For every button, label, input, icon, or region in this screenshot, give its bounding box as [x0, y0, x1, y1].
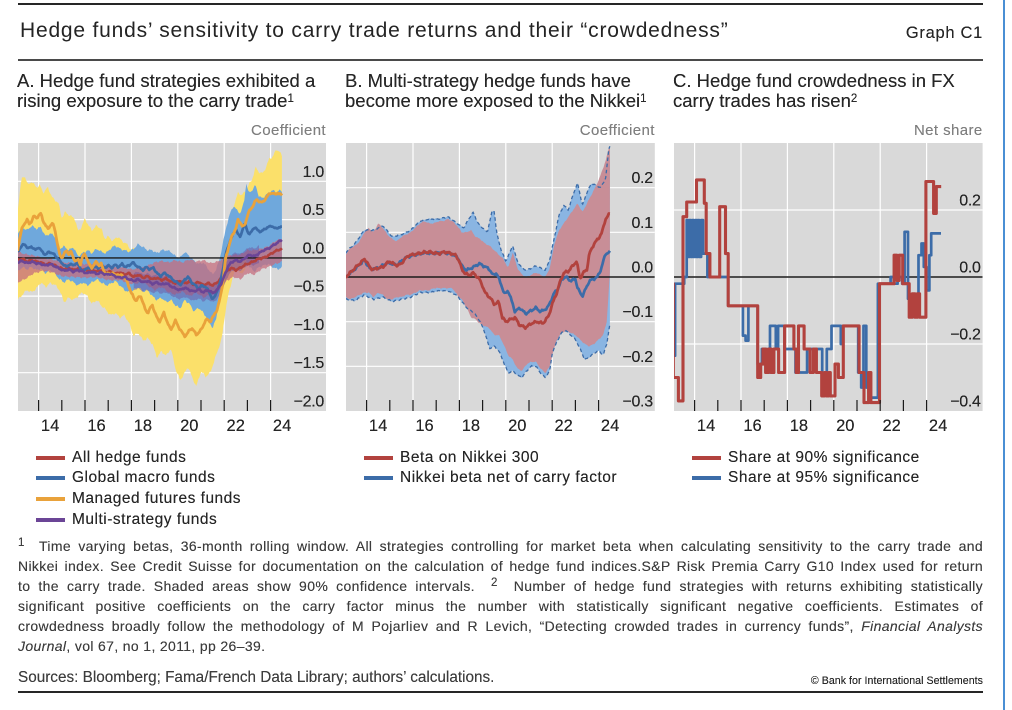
- svg-text:16: 16: [415, 417, 433, 435]
- svg-text:−0.4: −0.4: [950, 393, 981, 410]
- svg-text:−2.0: −2.0: [294, 394, 325, 411]
- svg-text:18: 18: [462, 417, 480, 435]
- svg-text:20: 20: [508, 417, 526, 435]
- svg-text:0.0: 0.0: [631, 260, 653, 277]
- svg-text:−0.5: −0.5: [294, 279, 325, 296]
- svg-text:0.2: 0.2: [631, 170, 653, 187]
- svg-text:18: 18: [790, 417, 808, 435]
- svg-text:1.0: 1.0: [303, 164, 325, 181]
- svg-text:24: 24: [929, 417, 947, 435]
- svg-text:−0.2: −0.2: [950, 326, 981, 343]
- svg-text:0.2: 0.2: [959, 193, 981, 210]
- svg-text:16: 16: [743, 417, 761, 435]
- svg-text:14: 14: [41, 417, 59, 435]
- svg-text:14: 14: [697, 417, 715, 435]
- svg-text:−0.2: −0.2: [622, 349, 653, 366]
- svg-text:0.5: 0.5: [303, 202, 325, 219]
- svg-text:20: 20: [836, 417, 854, 435]
- svg-text:−0.1: −0.1: [622, 304, 653, 321]
- svg-text:24: 24: [273, 417, 291, 435]
- svg-text:−0.3: −0.3: [622, 393, 653, 410]
- svg-text:−1.0: −1.0: [294, 317, 325, 334]
- svg-text:20: 20: [180, 417, 198, 435]
- svg-text:0.0: 0.0: [959, 260, 981, 277]
- svg-text:22: 22: [883, 417, 901, 435]
- svg-text:14: 14: [369, 417, 387, 435]
- svg-text:18: 18: [134, 417, 152, 435]
- svg-text:−1.5: −1.5: [294, 355, 325, 372]
- svg-text:0.0: 0.0: [303, 240, 325, 257]
- svg-text:24: 24: [601, 417, 619, 435]
- svg-text:22: 22: [227, 417, 245, 435]
- svg-text:0.1: 0.1: [631, 215, 653, 232]
- svg-text:16: 16: [87, 417, 105, 435]
- svg-text:22: 22: [555, 417, 573, 435]
